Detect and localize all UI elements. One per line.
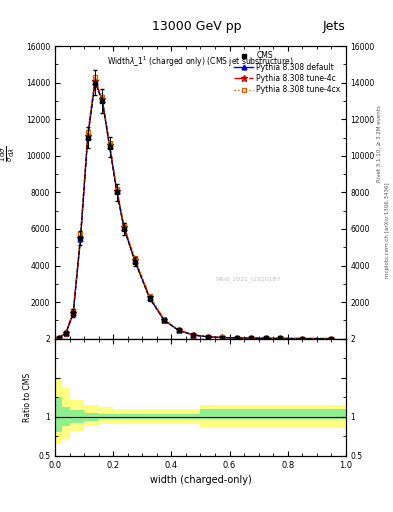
Pythia 8.308 tune-4cx (234, 335, 239, 341)
Pythia 8.308 tune-4cx (147, 293, 152, 299)
Pythia 8.308 tune-4c (85, 133, 90, 139)
Pythia 8.308 default (122, 225, 127, 231)
Pythia 8.308 tune-4cx (263, 335, 268, 342)
Pythia 8.308 tune-4c (300, 335, 305, 342)
Pythia 8.308 tune-4c (78, 234, 83, 241)
Pythia 8.308 tune-4cx (71, 308, 75, 314)
Pythia 8.308 tune-4c (263, 335, 268, 342)
Pythia 8.308 default (78, 236, 83, 242)
Pythia 8.308 tune-4cx (114, 186, 119, 192)
Pythia 8.308 tune-4c (176, 327, 181, 333)
Pythia 8.308 tune-4cx (191, 332, 196, 338)
Pythia 8.308 tune-4cx (162, 316, 167, 323)
Text: 13000 GeV pp: 13000 GeV pp (152, 20, 241, 33)
Pythia 8.308 tune-4cx (107, 140, 112, 146)
Pythia 8.308 tune-4cx (64, 330, 68, 336)
Pythia 8.308 tune-4c (191, 332, 196, 338)
Pythia 8.308 tune-4c (249, 335, 254, 341)
Pythia 8.308 tune-4c (329, 335, 334, 342)
Text: Width$\lambda\_1^1$ (charged only) (CMS jet substructure): Width$\lambda\_1^1$ (charged only) (CMS … (107, 55, 294, 69)
Pythia 8.308 tune-4c (122, 224, 127, 230)
Pythia 8.308 default (71, 310, 75, 316)
Pythia 8.308 default (206, 334, 210, 340)
Pythia 8.308 tune-4c (133, 258, 138, 264)
Pythia 8.308 tune-4cx (278, 335, 283, 342)
X-axis label: width (charged-only): width (charged-only) (150, 475, 251, 485)
Y-axis label: Ratio to CMS: Ratio to CMS (24, 373, 33, 422)
Pythia 8.308 default (162, 317, 167, 323)
Pythia 8.308 tune-4c (162, 317, 167, 323)
Text: $\frac{1}{\sigma}\frac{\mathrm{d}\sigma}{\mathrm{d}\lambda}$: $\frac{1}{\sigma}\frac{\mathrm{d}\sigma}… (0, 145, 17, 162)
Pythia 8.308 default (278, 335, 283, 342)
Pythia 8.308 tune-4cx (176, 327, 181, 333)
Pythia 8.308 default (85, 134, 90, 140)
Pythia 8.308 tune-4cx (78, 231, 83, 238)
Pythia 8.308 tune-4c (93, 78, 97, 84)
Pythia 8.308 default (249, 335, 254, 342)
Pythia 8.308 default (147, 294, 152, 301)
Pythia 8.308 default (93, 79, 97, 85)
Pythia 8.308 tune-4cx (56, 334, 61, 340)
Line: Pythia 8.308 default: Pythia 8.308 default (56, 79, 334, 341)
Pythia 8.308 tune-4cx (85, 129, 90, 135)
Pythia 8.308 tune-4c (100, 96, 105, 102)
Text: Jets: Jets (323, 20, 346, 33)
Pythia 8.308 default (220, 334, 225, 340)
Text: MG6_2021_I1920187: MG6_2021_I1920187 (215, 276, 281, 282)
Pythia 8.308 default (100, 97, 105, 103)
Pythia 8.308 default (191, 332, 196, 338)
Pythia 8.308 default (234, 335, 239, 341)
Pythia 8.308 tune-4cx (100, 94, 105, 100)
Pythia 8.308 default (107, 143, 112, 149)
Pythia 8.308 tune-4cx (122, 222, 127, 228)
Line: Pythia 8.308 tune-4c: Pythia 8.308 tune-4c (55, 78, 334, 342)
Pythia 8.308 default (64, 330, 68, 336)
Pythia 8.308 tune-4cx (249, 335, 254, 341)
Pythia 8.308 tune-4cx (93, 74, 97, 80)
Pythia 8.308 tune-4c (147, 294, 152, 300)
Pythia 8.308 tune-4c (71, 309, 75, 315)
Pythia 8.308 default (176, 327, 181, 333)
Pythia 8.308 tune-4c (206, 334, 210, 340)
Pythia 8.308 tune-4c (114, 188, 119, 194)
Pythia 8.308 default (133, 258, 138, 264)
Pythia 8.308 tune-4c (64, 330, 68, 336)
Pythia 8.308 tune-4cx (300, 335, 305, 342)
Pythia 8.308 default (114, 188, 119, 195)
Pythia 8.308 tune-4c (56, 335, 61, 341)
Pythia 8.308 tune-4cx (206, 334, 210, 340)
Pythia 8.308 tune-4c (278, 335, 283, 342)
Pythia 8.308 tune-4c (234, 335, 239, 341)
Pythia 8.308 default (56, 335, 61, 341)
Line: Pythia 8.308 tune-4cx: Pythia 8.308 tune-4cx (56, 75, 334, 341)
Pythia 8.308 tune-4cx (329, 335, 334, 342)
Pythia 8.308 default (300, 335, 305, 342)
Pythia 8.308 tune-4c (107, 142, 112, 148)
Pythia 8.308 tune-4c (220, 334, 225, 340)
Pythia 8.308 default (329, 335, 334, 342)
Pythia 8.308 default (263, 335, 268, 342)
Pythia 8.308 tune-4cx (133, 255, 138, 261)
Legend: CMS, Pythia 8.308 default, Pythia 8.308 tune-4c, Pythia 8.308 tune-4cx: CMS, Pythia 8.308 default, Pythia 8.308 … (233, 50, 342, 96)
Text: Rivet 3.1.10, ≥ 3.2M events: Rivet 3.1.10, ≥ 3.2M events (377, 105, 382, 182)
Text: mcplots.cern.ch [arXiv:1306.3436]: mcplots.cern.ch [arXiv:1306.3436] (385, 183, 389, 278)
Pythia 8.308 tune-4cx (220, 334, 225, 340)
